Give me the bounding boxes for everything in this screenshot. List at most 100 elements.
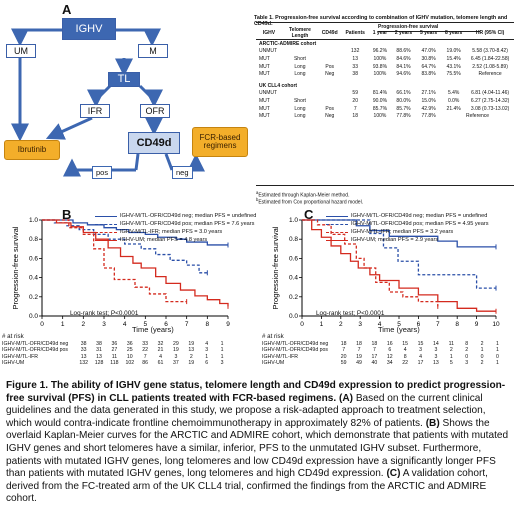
cohort2-cell: 21.4%: [446, 105, 461, 112]
cohort2-cell: 15.0%: [421, 97, 436, 104]
cohort1-cell: 84.6%: [396, 55, 411, 62]
panel-b-ylabel: Progression-free survival: [11, 226, 20, 309]
cohort2-cell: 42.9%: [421, 105, 436, 112]
th-5yr: 5 years: [419, 30, 438, 36]
panel-c-legend-label: IGHV-UM; median PFS = 2.9 years: [351, 237, 439, 243]
cohort1-cell: 5.58 (3.70-8.42): [472, 48, 508, 55]
panel-c-risk-group: IGHV-UM: [262, 360, 285, 367]
panel-c-y-tick-label: 0.0: [289, 313, 298, 320]
panel-c-risk-count: 7: [342, 347, 346, 354]
panel-c-x-tick-label: 2: [339, 321, 343, 328]
panel-c-risk-count: 8: [403, 353, 407, 360]
cohort2-cell: MUT: [259, 97, 270, 104]
panel-b-legend-item-3: IGHV-UM; median PFS = 4.8 years: [95, 236, 256, 244]
cohort1-cell: MUT: [259, 63, 270, 70]
panel-b-risk-row-3: IGHV-UM 132 128 118 102 86 61 37 19 6 3: [2, 360, 230, 367]
table-footnote-1: aEstimated through Kaplan-Meier method.: [256, 190, 350, 199]
panel-c-risk-count: 49: [356, 360, 362, 367]
panel-b-risk-count: 38: [96, 340, 102, 347]
cohort1-cell: 75.5%: [446, 71, 461, 78]
cohort1-cell: 100%: [373, 71, 387, 78]
panel-b-risk-count: 1: [220, 353, 224, 360]
cohort1-cell: MUT: [259, 55, 270, 62]
cohort2-cell: [282, 90, 318, 98]
panel-b-risk-count: 19: [188, 360, 195, 367]
cohort1-cell: [318, 55, 342, 63]
panel-b-risk-count: 32: [157, 340, 164, 347]
cohort2-cell: 85.7%: [396, 105, 411, 112]
cohort2-cell: MUT: [259, 105, 270, 112]
cohort1-cell: 84.1%: [396, 63, 411, 70]
panel-b-risk-count: 27: [111, 347, 118, 354]
panel-c-risk-count: 0: [495, 353, 499, 360]
panel-b-x-tick-label: 9: [226, 321, 230, 328]
panel-b-risk-count: 3: [220, 360, 224, 367]
panel-b-risk-row-0: IGHV-M/TL-OFR/CD49d neg 38 38 36 36 33 32 29 19 4…: [2, 341, 230, 348]
panel-c-risk-count: 17: [417, 360, 424, 367]
panel-c-at-risk-label: # at risk: [262, 333, 284, 340]
panel-b-letter: B: [62, 207, 72, 222]
panel-c-legend-label: IGHV-M/TL-OFR/CD49d neg; median PFS = un…: [351, 213, 488, 219]
cohort1-cell: 33: [352, 63, 358, 70]
cohort1-cell: 13: [352, 55, 358, 62]
panel-c-risk-count: 16: [386, 340, 393, 347]
cohort2-cell: 5.4%: [447, 90, 460, 97]
th-8yr: 8 years: [445, 30, 463, 36]
panel-c-x-tick-label: 7: [436, 321, 440, 328]
panel-c-legend-label: IGHV-M/TL-IFR; median PFS = 3.2 years: [351, 229, 454, 235]
panel-b-risk-count: 19: [173, 347, 179, 354]
panel-c-x-tick-label: 1: [320, 321, 324, 328]
panel-b-risk-count: 13: [96, 353, 102, 360]
cohort1-cell: 47.0%: [421, 48, 436, 55]
th-2yr: 2 years: [394, 30, 413, 36]
pfs-table: IGHV Telomere Length CD49d Patients 1 ye…: [256, 27, 514, 120]
cohort1-cell: 6.45 (1.84-22.58): [470, 55, 510, 62]
panel-b-risk-count: 10: [126, 353, 133, 360]
panel-a-letter: A: [62, 2, 72, 17]
panel-c-risk-count: 14: [433, 340, 439, 347]
panel-c-risk-group: IGHV-M/TL-OFR/CD49d neg: [262, 340, 329, 347]
panel-c-x-tick-label: 5: [397, 321, 401, 328]
caption-b-label: (B): [425, 417, 440, 429]
panel-b-risk-count: 29: [173, 340, 179, 347]
cohort2-cell: 6.81 (4.04-11.46): [471, 90, 510, 97]
cohort-2-rows: UNMUT 59 81.4% 66.1% 27.1% 5.4% 6.81 (4.04-11.…: [256, 90, 514, 120]
cohort2-cell: Long: [294, 105, 306, 112]
panel-c-risk-count: 0: [480, 353, 484, 360]
cohort-1-rows: UNMUT 132 96.2% 88.6% 47.0% 19.0% 5.58 (3.70-8…: [256, 48, 514, 78]
panel-b-risk-count: 3: [205, 347, 209, 354]
cohort2-cell: 3.08 (0.73-13.02): [470, 105, 510, 112]
cohort2-cell: 100%: [373, 113, 387, 120]
panel-c-legend-swatch: [326, 215, 348, 217]
panel-b-risk-group: IGHV-M/TL-IFR: [2, 353, 39, 360]
panel-b-risk-count: 11: [111, 353, 118, 360]
panel-c-x-tick-label: 0: [300, 321, 304, 328]
pos-label: pos: [92, 166, 113, 179]
cohort2-cell: Long: [294, 113, 306, 120]
tl-node: TL: [108, 72, 140, 87]
panel-c-chart: 0.0 0.2 0.4 0.6 0.8 1.0 0 1 2 3 4 5 6 7 8 9 10 Progressio…: [271, 217, 500, 328]
panel-c-legend-item-2: IGHV-M/TL-IFR; median PFS = 3.2 years: [326, 228, 489, 236]
panel-c-risk-count: 1: [449, 353, 453, 360]
panel-c-risk-count: 2: [449, 347, 453, 354]
table-footnote-2: bEstimated from Cox proportional hazard …: [256, 197, 364, 206]
panel-b-logrank: Log-rank test; P<0.0001: [70, 310, 139, 317]
panel-b-risk-group: IGHV-M/TL-OFR/CD49d neg: [2, 340, 69, 347]
panel-c-risk-count: 1: [480, 347, 484, 354]
cohort1-cell: 30.8%: [421, 55, 436, 62]
fcr-regimens-node: FCR-based regimens: [192, 127, 248, 157]
panel-c-risk-count: 5: [449, 360, 453, 367]
panel-b-legend-item-0: IGHV-M/TL-OFR/CD49d neg; median PFS = un…: [95, 212, 256, 220]
panel-b-legend-swatch: [95, 223, 117, 225]
caption-lead: Figure 1. The ability of IGHV gene statu…: [6, 380, 506, 404]
panel-c-risk-count: 15: [417, 340, 424, 347]
cohort2-cell: 59: [352, 90, 358, 97]
um-node: UM: [6, 44, 36, 58]
cohort2-cell: Short: [293, 97, 306, 104]
panel-b-risk-count: 1: [220, 347, 224, 354]
cohort2-row-2: MUT Long Pos 7 85.7% 85.7% 42.9% 21.4% 3.08 (0.7…: [256, 105, 514, 113]
panel-c-risk-count: 3: [434, 347, 438, 354]
cohort2-cell: 85.7%: [372, 105, 388, 112]
panel-c-risk-count: 4: [403, 347, 407, 354]
panel-b-risk-count: 13: [188, 347, 195, 354]
